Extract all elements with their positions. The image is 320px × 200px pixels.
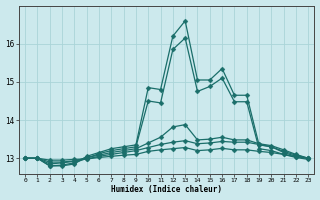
- X-axis label: Humidex (Indice chaleur): Humidex (Indice chaleur): [111, 185, 222, 194]
